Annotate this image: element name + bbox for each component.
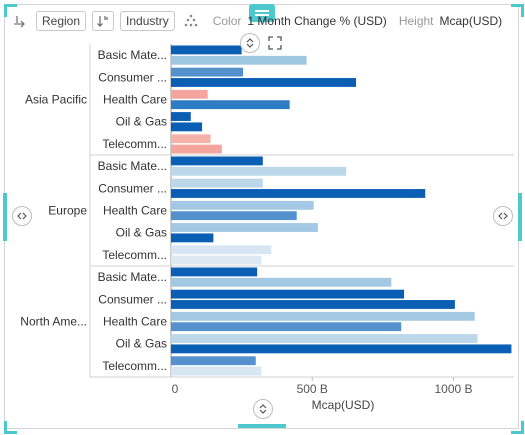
drag-handle-top[interactable] xyxy=(249,4,275,22)
bar[interactable] xyxy=(171,78,357,87)
fullscreen-button[interactable] xyxy=(265,33,285,53)
bar[interactable] xyxy=(171,200,314,210)
color-value[interactable]: 1 Month Change % (USD) xyxy=(247,14,387,28)
bar[interactable] xyxy=(171,178,263,188)
category-label: Consumer ... xyxy=(98,292,167,306)
horizontal-resize-icon xyxy=(17,212,27,220)
bar[interactable] xyxy=(171,122,203,132)
category-label: Oil & Gas xyxy=(116,337,167,351)
bar[interactable] xyxy=(171,100,290,110)
bar[interactable] xyxy=(171,255,262,265)
fullscreen-icon xyxy=(268,36,282,50)
bar[interactable] xyxy=(171,277,392,287)
bar[interactable] xyxy=(171,289,405,299)
corner-handle-bottom-right[interactable] xyxy=(511,421,524,434)
plot-area: Asia Pacific Basic Mate... Consumer ... Hea… xyxy=(20,44,514,412)
height-value[interactable]: Mcap(USD) xyxy=(439,14,503,28)
bar[interactable] xyxy=(171,45,242,55)
bar[interactable] xyxy=(171,233,214,243)
category-label: Health Care xyxy=(103,315,167,329)
group-label: Asia Pacific xyxy=(25,93,87,107)
expand-vertical-icon xyxy=(246,38,254,48)
bar[interactable] xyxy=(171,189,426,198)
group-label: Europe xyxy=(48,204,87,218)
sort-button[interactable] xyxy=(92,11,115,31)
bottom-resize-button[interactable] xyxy=(253,399,273,419)
left-resize-button[interactable] xyxy=(12,206,32,226)
bar[interactable] xyxy=(171,322,402,332)
bar[interactable] xyxy=(171,134,211,144)
right-resize-button[interactable] xyxy=(493,206,513,226)
category-label: Oil & Gas xyxy=(116,115,167,129)
bar[interactable] xyxy=(171,89,208,99)
region-field-button[interactable]: Region xyxy=(36,11,87,31)
bar[interactable] xyxy=(171,334,478,343)
group-label: North Ame... xyxy=(20,315,87,329)
category-label: Basic Mate... xyxy=(98,159,167,173)
corner-handle-top-right[interactable] xyxy=(511,4,524,17)
category-label: Consumer ... xyxy=(98,181,167,195)
bar[interactable] xyxy=(171,67,244,77)
bar[interactable] xyxy=(171,211,297,221)
bar[interactable] xyxy=(171,311,475,321)
swap-axes-icon[interactable] xyxy=(10,11,30,31)
bar[interactable] xyxy=(171,166,347,176)
collapse-expand-button[interactable] xyxy=(240,33,260,53)
bar[interactable] xyxy=(171,223,318,232)
x-tick-label: 500 B xyxy=(297,382,328,396)
bar[interactable] xyxy=(171,112,191,121)
corner-handle-bottom-left[interactable] xyxy=(4,421,17,434)
bar[interactable] xyxy=(171,245,272,255)
corner-handle-top-left[interactable] xyxy=(4,4,17,17)
color-label: Color xyxy=(212,14,242,28)
industry-field-button[interactable]: Industry xyxy=(120,11,175,31)
category-label: Health Care xyxy=(103,93,167,107)
category-label: Basic Mate... xyxy=(98,48,167,62)
sort-icon xyxy=(97,16,108,27)
height-label: Height xyxy=(398,14,434,28)
horizontal-resize-icon xyxy=(498,212,508,220)
x-tick-label: 1000 B xyxy=(434,382,472,396)
x-axis-title: Mcap(USD) xyxy=(312,398,375,412)
bar[interactable] xyxy=(171,344,512,354)
category-label: Health Care xyxy=(103,204,167,218)
bar[interactable] xyxy=(171,156,263,166)
bottom-resize-handle[interactable] xyxy=(238,424,286,428)
scatter-options-icon[interactable] xyxy=(181,11,201,31)
toolbar: Region Industry Color 1 Month Change % (… xyxy=(10,10,502,32)
bar[interactable] xyxy=(171,144,222,154)
category-label: Consumer ... xyxy=(98,70,167,84)
left-resize-handle[interactable] xyxy=(3,193,7,241)
bar[interactable] xyxy=(171,300,455,309)
x-tick-label: 0 xyxy=(172,382,179,396)
bar[interactable] xyxy=(171,366,262,376)
category-label: Telecomm... xyxy=(102,248,167,262)
category-label: Telecomm... xyxy=(102,359,167,373)
bar[interactable] xyxy=(171,356,256,366)
vertical-resize-icon xyxy=(259,404,267,414)
category-label: Oil & Gas xyxy=(116,226,167,240)
bar[interactable] xyxy=(171,55,307,65)
region-field-label: Region xyxy=(42,14,81,28)
right-resize-handle[interactable] xyxy=(518,193,522,241)
category-label: Basic Mate... xyxy=(98,270,167,284)
industry-field-label: Industry xyxy=(126,14,169,28)
bar[interactable] xyxy=(171,267,258,277)
category-label: Telecomm... xyxy=(102,137,167,151)
